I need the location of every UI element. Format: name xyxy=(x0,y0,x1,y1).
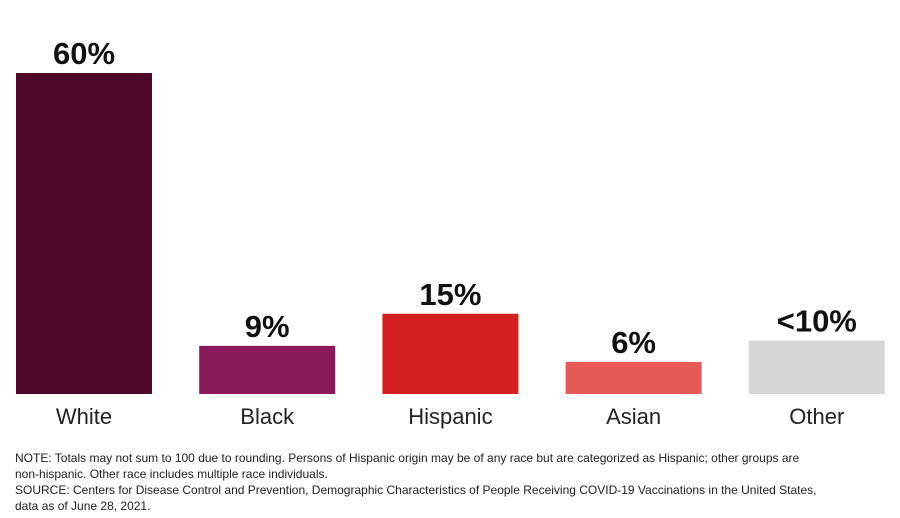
chart-notes: NOTE: Totals may not sum to 100 due to r… xyxy=(15,450,885,514)
source-line-1: SOURCE: Centers for Disease Control and … xyxy=(15,483,817,497)
source-line-2: data as of June 28, 2021. xyxy=(15,499,151,513)
note-line-2: non-hispanic. Other race includes multip… xyxy=(15,467,328,481)
note-line-1: NOTE: Totals may not sum to 100 due to r… xyxy=(15,451,800,465)
category-label-asian: Asian xyxy=(606,404,661,429)
bar-asian xyxy=(565,361,702,394)
data-label-asian: 6% xyxy=(611,325,656,360)
bar-chart: 60% White 9% Black 15% Hispanic 6% Asian <10% Oth… xyxy=(16,36,885,429)
bar-white xyxy=(16,73,152,394)
bar-hispanic xyxy=(382,313,519,394)
bar-other xyxy=(748,340,885,394)
data-label-hispanic: 15% xyxy=(419,277,481,312)
bar-black xyxy=(199,345,336,394)
category-label-black: Black xyxy=(240,404,295,429)
data-label-black: 9% xyxy=(245,309,290,344)
data-label-white: 60% xyxy=(53,36,115,71)
category-label-other: Other xyxy=(789,404,844,429)
category-label-hispanic: Hispanic xyxy=(408,404,492,429)
data-label-other: <10% xyxy=(777,304,857,339)
category-label-white: White xyxy=(56,404,112,429)
